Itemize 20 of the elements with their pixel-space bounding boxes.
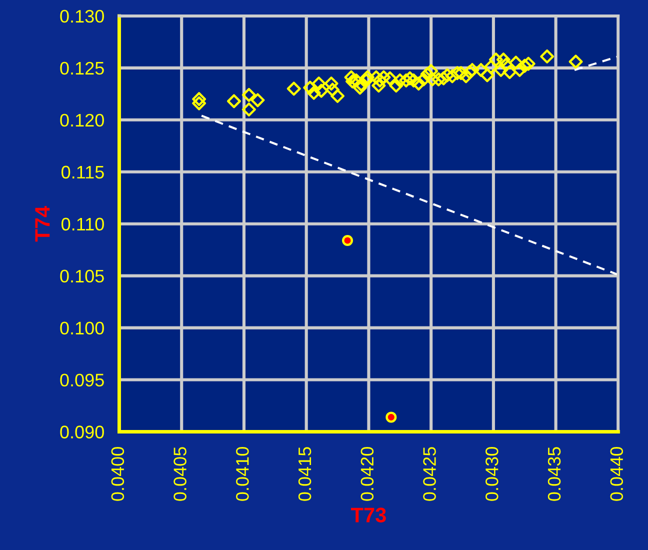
x-axis-title: T73: [351, 508, 386, 522]
x-tick-label: 0.0440: [610, 447, 624, 501]
x-tick-label: 0.0425: [423, 447, 436, 501]
x-tick-label: 0.0420: [360, 447, 374, 501]
x-tick-label: 0.0400: [111, 447, 124, 501]
y-tick-label: 0.105: [60, 270, 104, 283]
x-tick-label: 0.0405: [174, 447, 186, 501]
x-tick-label: 0.0410: [236, 447, 249, 501]
y-tick-label: 0.130: [60, 10, 104, 23]
y-tick-label: 0.100: [60, 322, 104, 335]
y-tick-label: 0.115: [62, 166, 104, 179]
y-tick-label: 0.125: [60, 62, 104, 75]
x-tick-label: 0.0430: [486, 447, 498, 501]
x-tick-label: 0.0435: [548, 447, 561, 501]
x-tick-label: 0.0415: [298, 447, 312, 501]
y-tick-label: 0.090: [60, 426, 104, 438]
y-tick-label: 0.095: [60, 374, 104, 386]
y-axis-title: T74: [35, 206, 50, 242]
y-tick-label: 0.120: [60, 114, 104, 127]
y-tick-label: 0.110: [62, 218, 104, 231]
